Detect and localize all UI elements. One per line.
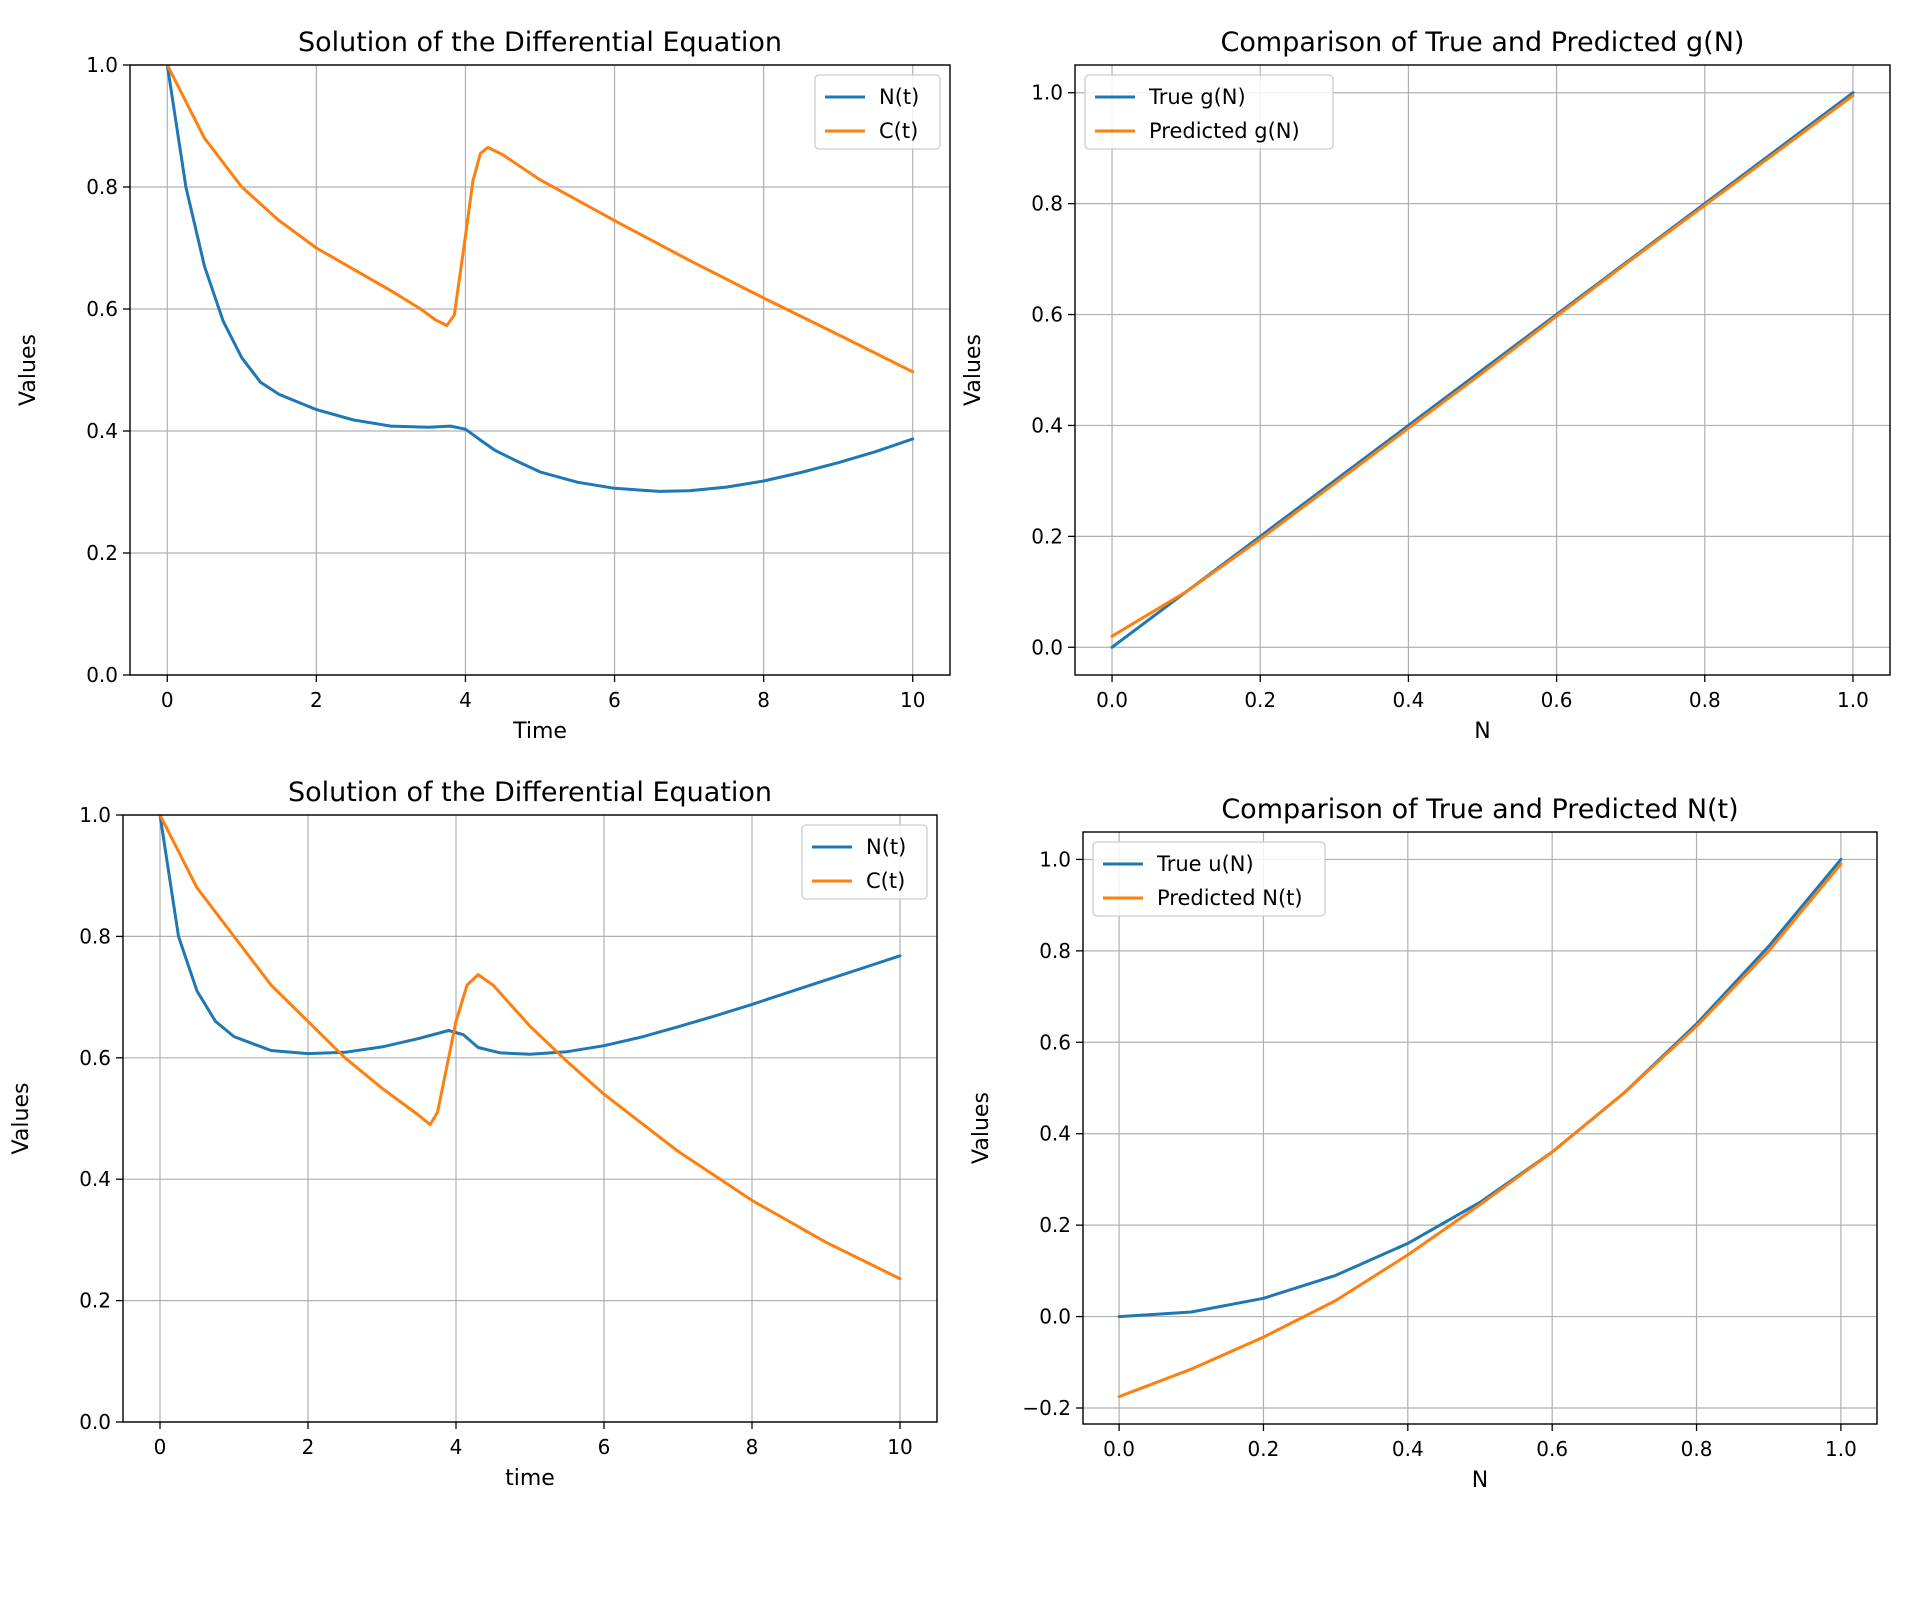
legend: True u(N) Predicted N(t) <box>1092 841 1326 917</box>
legend-label: C(t) <box>866 869 905 893</box>
y-tick-label: 0.2 <box>79 1289 111 1313</box>
x-tick-label: 0.8 <box>1689 688 1721 712</box>
legend-label: True g(N) <box>1148 85 1246 109</box>
y-tick-label: 0.8 <box>1031 192 1063 216</box>
y-tick-label: 0.8 <box>79 924 111 948</box>
legend-box <box>814 74 941 150</box>
chart-panel-4: 0.0 0.2 0.4 0.6 0.8 1.0 −0.2 0.0 0.2 0.4 0.6 0.8 1.0… <box>969 794 1878 1493</box>
y-tick-label: 0.6 <box>1039 1030 1071 1054</box>
x-tick-label: 2 <box>302 1435 315 1459</box>
legend-label: C(t) <box>879 119 918 143</box>
y-tick-label: 0.4 <box>1031 413 1063 437</box>
y-tick-label: 1.0 <box>79 803 111 827</box>
x-tick-label: 0.0 <box>1096 688 1128 712</box>
x-tick-label: 0.4 <box>1392 1437 1424 1461</box>
y-axis-label: Values <box>961 334 986 406</box>
chart-title: Solution of the Differential Equation <box>298 27 782 58</box>
y-tick-label: −0.2 <box>1022 1396 1071 1420</box>
y-tick-label: 1.0 <box>1039 847 1071 871</box>
axes-frame <box>129 64 951 676</box>
legend-box <box>801 824 928 900</box>
series-line-2 <box>165 65 915 374</box>
legend-label: N(t) <box>866 835 906 859</box>
x-tick-label: 0.2 <box>1244 688 1276 712</box>
legend-label: Predicted g(N) <box>1149 119 1300 143</box>
series-line-2 <box>1117 862 1843 1399</box>
legend-box <box>1084 74 1334 150</box>
x-axis-label: time <box>505 1466 555 1491</box>
x-tick-label: 8 <box>746 1435 759 1459</box>
y-tick-label: 0.0 <box>79 1410 111 1434</box>
x-tick-label: 10 <box>887 1435 912 1459</box>
x-tick-label: 6 <box>598 1435 611 1459</box>
legend-label: Predicted N(t) <box>1157 886 1303 910</box>
legend: True g(N) Predicted g(N) <box>1084 74 1334 150</box>
axes-frame <box>1074 64 1891 676</box>
x-tick-label: 0.0 <box>1103 1437 1135 1461</box>
y-tick-label: 0.6 <box>1031 303 1063 327</box>
y-tick-label: 0.6 <box>86 297 118 321</box>
x-tick-label: 1.0 <box>1825 1437 1857 1461</box>
series-line-1 <box>1117 857 1843 1319</box>
y-tick-label: 0.0 <box>86 663 118 687</box>
y-tick-label: 0.4 <box>79 1167 111 1191</box>
x-tick-label: 1.0 <box>1837 688 1869 712</box>
x-tick-label: 4 <box>459 688 472 712</box>
y-tick-label: 0.6 <box>79 1046 111 1070</box>
chart-title: Solution of the Differential Equation <box>288 777 772 808</box>
legend-box <box>1092 841 1326 917</box>
x-tick-label: 8 <box>757 688 770 712</box>
y-tick-label: 0.0 <box>1031 635 1063 659</box>
axes-frame <box>1082 831 1878 1425</box>
y-tick-label: 0.4 <box>86 419 118 443</box>
x-tick-label: 10 <box>900 688 925 712</box>
x-tick-label: 2 <box>310 688 323 712</box>
y-tick-label: 1.0 <box>1031 81 1063 105</box>
y-tick-label: 0.2 <box>1039 1213 1071 1237</box>
x-tick-label: 0 <box>161 688 174 712</box>
legend-label: True u(N) <box>1156 852 1254 876</box>
x-tick-label: 0.6 <box>1536 1437 1568 1461</box>
x-tick-label: 0.8 <box>1681 1437 1713 1461</box>
y-axis-label: Values <box>969 1092 994 1164</box>
y-tick-label: 0.0 <box>1039 1305 1071 1329</box>
x-tick-label: 0.6 <box>1541 688 1573 712</box>
series-line-2 <box>1110 94 1855 638</box>
x-axis-label: Time <box>512 719 567 744</box>
x-tick-label: 6 <box>608 688 621 712</box>
series-line-1 <box>158 815 902 1056</box>
x-axis-label: N <box>1472 1468 1488 1493</box>
y-tick-label: 0.2 <box>1031 524 1063 548</box>
legend: N(t) C(t) <box>801 824 928 900</box>
chart-panel-3: 0 2 4 6 8 10 0.0 0.2 0.4 0.6 0.8 1.0 Solution of the… <box>9 777 938 1491</box>
y-tick-label: 0.8 <box>1039 939 1071 963</box>
y-axis-label: Values <box>9 1083 34 1155</box>
chart-title: Comparison of True and Predicted g(N) <box>1221 27 1745 58</box>
chart-panel-2: 0.0 0.2 0.4 0.6 0.8 1.0 0.0 0.2 0.4 0.6 0.8 1.0 Comp… <box>961 27 1891 744</box>
y-tick-label: 0.8 <box>86 175 118 199</box>
legend-label: N(t) <box>879 85 919 109</box>
x-tick-label: 0.2 <box>1248 1437 1280 1461</box>
y-tick-label: 1.0 <box>86 53 118 77</box>
chart-panel-1: 0 2 4 6 8 10 0.0 0.2 0.4 0.6 0.8 1.0 Solution of the… <box>16 27 951 744</box>
x-axis-label: N <box>1474 719 1490 744</box>
x-tick-label: 0.4 <box>1393 688 1425 712</box>
y-axis-label: Values <box>16 334 41 406</box>
y-tick-label: 0.2 <box>86 541 118 565</box>
legend: N(t) C(t) <box>814 74 941 150</box>
series-line-1 <box>165 65 915 493</box>
x-tick-label: 0 <box>154 1435 167 1459</box>
y-tick-label: 0.4 <box>1039 1122 1071 1146</box>
chart-title: Comparison of True and Predicted N(t) <box>1221 794 1738 825</box>
series-line-2 <box>158 815 902 1281</box>
x-tick-label: 4 <box>450 1435 463 1459</box>
axes-frame <box>122 814 938 1423</box>
